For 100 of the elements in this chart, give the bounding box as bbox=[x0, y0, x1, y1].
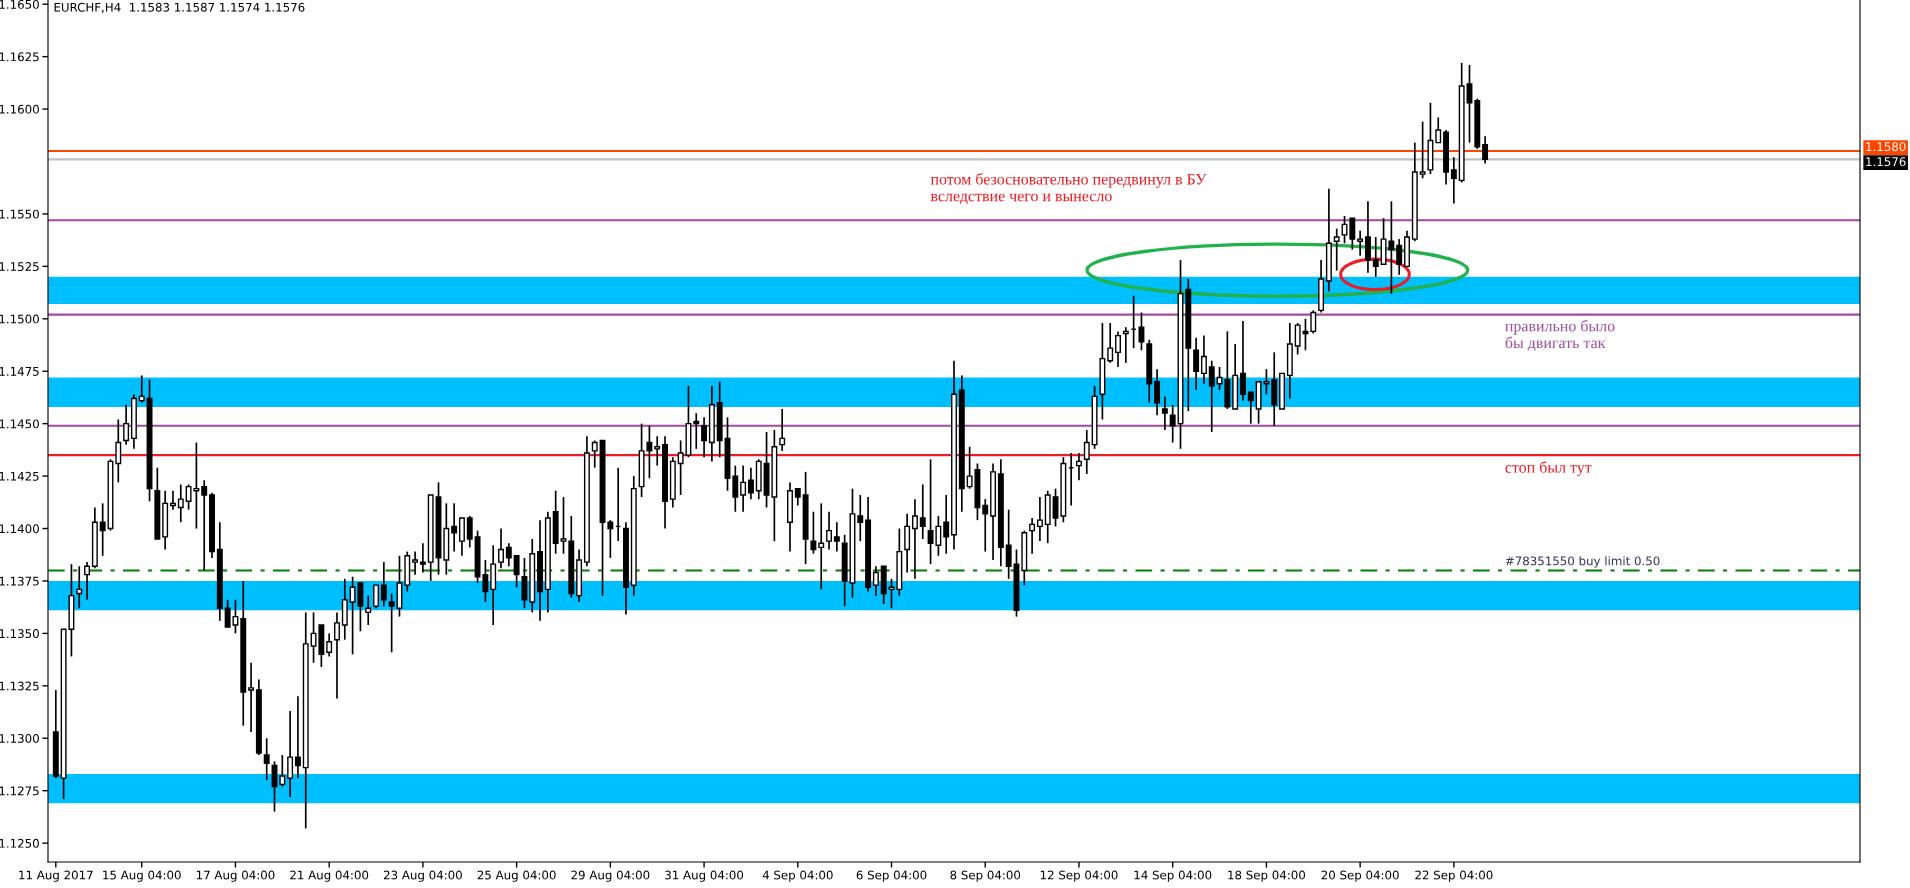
candlestick bbox=[779, 408, 786, 452]
candlestick bbox=[84, 561, 91, 601]
y-tick-label: 1.1350 bbox=[0, 629, 39, 639]
y-tick-label: 1.1500 bbox=[0, 314, 39, 324]
candlestick bbox=[1115, 330, 1121, 368]
candlestick bbox=[1083, 429, 1090, 475]
candlestick bbox=[1396, 238, 1403, 276]
candlestick bbox=[380, 561, 387, 607]
candlestick bbox=[466, 515, 473, 549]
candlestick bbox=[872, 565, 879, 597]
y-tick-label: 1.1400 bbox=[0, 524, 39, 534]
y-tick-label: 1.1325 bbox=[0, 681, 39, 691]
candlestick bbox=[287, 710, 294, 798]
candlestick bbox=[1482, 135, 1489, 165]
candlestick bbox=[170, 489, 176, 511]
candlestick bbox=[1161, 395, 1168, 431]
y-tick-label: 1.1625 bbox=[0, 52, 39, 62]
text: стоп был тут bbox=[1505, 461, 1592, 477]
candlestick bbox=[810, 510, 817, 555]
candlestick bbox=[334, 611, 340, 700]
candlestick bbox=[115, 418, 122, 484]
x-tick-label: 6 Sep 04:00 bbox=[856, 870, 927, 882]
candlestick bbox=[701, 416, 708, 459]
candlestick bbox=[1435, 116, 1442, 144]
candlestick bbox=[1200, 334, 1207, 385]
candlestick bbox=[1169, 403, 1176, 444]
y-tick-label: 1.1450 bbox=[0, 419, 39, 429]
x-tick-label: 23 Aug 04:00 bbox=[383, 870, 462, 882]
x-tick-label: 31 Aug 04:00 bbox=[665, 870, 744, 882]
candlestick bbox=[1193, 336, 1200, 391]
candlestick bbox=[1122, 326, 1129, 364]
y-tick-label: 1.1475 bbox=[0, 367, 39, 376]
candlestick bbox=[693, 412, 700, 450]
candlestick bbox=[451, 502, 458, 553]
text: #78351550 buy limit 0.50 bbox=[1505, 556, 1660, 568]
candlestick bbox=[740, 464, 747, 513]
candlestick bbox=[1240, 320, 1246, 402]
candlestick bbox=[732, 464, 739, 513]
candlestick bbox=[412, 550, 419, 576]
x-tick-label: 4 Sep 04:00 bbox=[762, 870, 833, 882]
candlestick bbox=[607, 519, 614, 559]
candlestick bbox=[1450, 156, 1457, 205]
x-tick-label: 25 Aug 04:00 bbox=[477, 870, 556, 882]
candlestick bbox=[911, 498, 918, 580]
candlestick bbox=[1372, 236, 1379, 278]
x-tick-label: 15 Aug 04:00 bbox=[103, 870, 181, 882]
candlestick bbox=[76, 565, 83, 610]
y-tick-label: 1.1525 bbox=[0, 262, 39, 272]
candlestick bbox=[513, 554, 520, 589]
x-tick-label: 18 Sep 04:00 bbox=[1228, 870, 1306, 882]
candlestick bbox=[373, 584, 379, 610]
candlestick bbox=[1247, 391, 1254, 425]
x-tick-label: 21 Aug 04:00 bbox=[290, 870, 369, 882]
candlestick bbox=[826, 510, 832, 551]
candlestick bbox=[1349, 217, 1356, 251]
candlestick bbox=[458, 517, 465, 557]
candlestick bbox=[248, 661, 255, 733]
candlestick bbox=[99, 502, 106, 557]
candlestick bbox=[365, 594, 372, 626]
y-tick-label: 1.1600 bbox=[0, 104, 39, 114]
x-tick-label: 11 Aug 2017 bbox=[19, 870, 93, 882]
candlestick bbox=[833, 521, 840, 553]
ref-line-label: 1.1580 bbox=[1866, 142, 1906, 152]
candlestick bbox=[943, 494, 950, 555]
candlestick bbox=[138, 374, 145, 404]
candlestick bbox=[177, 483, 184, 524]
candlestick bbox=[857, 494, 864, 542]
candlestick bbox=[326, 632, 333, 658]
candlestick bbox=[1333, 227, 1340, 272]
y-tick-label: 1.1425 bbox=[0, 471, 39, 481]
candlestick bbox=[1357, 229, 1364, 257]
candlestick bbox=[294, 695, 301, 779]
candlestick bbox=[654, 435, 661, 467]
candlestick bbox=[419, 542, 426, 574]
x-tick-label: 17 Aug 04:00 bbox=[196, 870, 275, 882]
candlestick bbox=[279, 754, 286, 788]
x-tick-label: 20 Sep 04:00 bbox=[1321, 870, 1399, 882]
candlestick bbox=[1208, 359, 1215, 433]
candlestick bbox=[1138, 311, 1145, 352]
y-tick-label: 1.1550 bbox=[0, 209, 39, 219]
text: правильно было бы двигать так bbox=[1505, 319, 1615, 352]
candlestick bbox=[498, 527, 504, 570]
candlestick bbox=[263, 737, 270, 782]
candlestick bbox=[560, 496, 567, 555]
y-tick-label: 1.1650 bbox=[0, 0, 39, 9]
candlestick bbox=[1294, 322, 1301, 356]
candlestick bbox=[201, 479, 208, 572]
candlestick bbox=[1036, 496, 1043, 542]
candlestick bbox=[747, 466, 754, 500]
candlestick bbox=[1029, 517, 1036, 555]
candlestick bbox=[919, 483, 926, 540]
candlestick bbox=[1310, 309, 1317, 335]
chart-title: EURCHF,H4 1.1583 1.1587 1.1574 1.1576 bbox=[54, 2, 305, 13]
candlestick bbox=[1076, 452, 1082, 482]
candlestick bbox=[1364, 200, 1371, 274]
candlestick bbox=[388, 592, 395, 654]
candlestick bbox=[904, 513, 911, 574]
candlestick bbox=[521, 557, 528, 610]
candlestick bbox=[505, 542, 512, 568]
ref-line-label: 1.1576 bbox=[1866, 157, 1906, 167]
